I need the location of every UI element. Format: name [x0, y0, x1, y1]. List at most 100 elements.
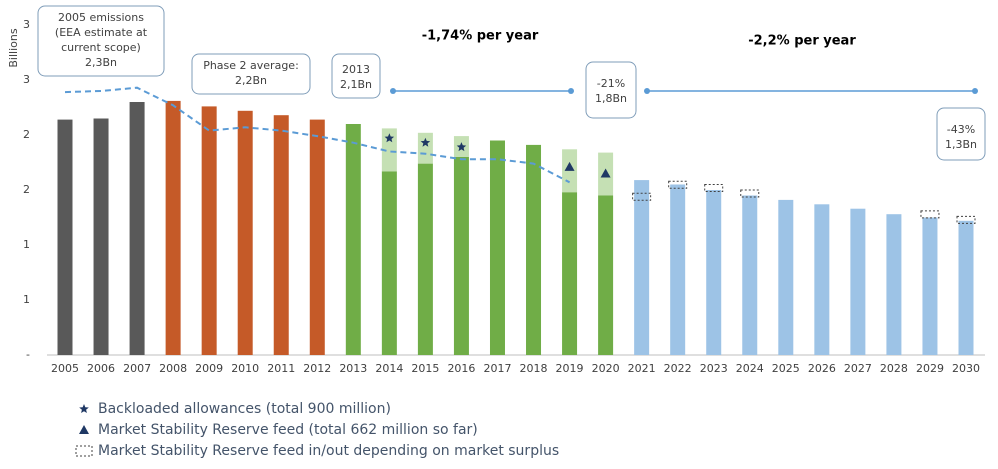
x-tick-label: 2027	[844, 362, 872, 375]
period-dot	[568, 88, 574, 94]
annotation-text: -43%	[947, 123, 975, 136]
bar	[778, 199, 794, 355]
callout-box	[37, 5, 165, 77]
star-marker	[384, 133, 395, 143]
x-tick-label: 2028	[880, 362, 908, 375]
legend-label: Market Stability Reserve feed (total 662…	[98, 422, 478, 438]
msr-dashed-box	[668, 180, 688, 189]
bar	[598, 195, 614, 355]
bar	[417, 163, 433, 355]
bar	[670, 184, 686, 355]
annotation-text: 1,8Bn	[595, 92, 627, 105]
star-marker	[420, 137, 431, 147]
bar	[634, 180, 650, 355]
x-tick-label: 2029	[916, 362, 944, 375]
period-dot	[390, 88, 396, 94]
x-tick-label: 2011	[267, 362, 295, 375]
bar	[237, 110, 253, 355]
annotation-text: 1,3Bn	[945, 138, 977, 151]
triangle-marker	[564, 161, 575, 171]
msr-dashed-box	[740, 189, 760, 198]
annotation-text: (EEA estimate at	[55, 26, 148, 39]
legend-symbol	[75, 445, 93, 457]
msr-dashed-box	[632, 192, 652, 201]
x-tick-label: 2017	[483, 362, 511, 375]
period-dot	[644, 88, 650, 94]
cap-trend-line	[64, 86, 571, 184]
x-tick-label: 2023	[700, 362, 728, 375]
x-tick-label: 2019	[556, 362, 584, 375]
x-tick-label: 2009	[195, 362, 223, 375]
stack-segment	[417, 132, 433, 164]
annotation-text: 2013	[342, 63, 370, 76]
x-tick-label: 2025	[772, 362, 800, 375]
star-marker	[456, 142, 467, 152]
annotation-text: 2,3Bn	[85, 56, 117, 69]
bar	[526, 144, 542, 355]
x-tick-label: 2005	[51, 362, 79, 375]
x-tick-label: 2018	[520, 362, 548, 375]
y-tick-label: 3	[23, 18, 30, 31]
annotation-text: 2,1Bn	[340, 78, 372, 91]
msr-dashed-box	[956, 215, 976, 224]
msr-dashed-box	[704, 184, 724, 192]
bar	[165, 100, 181, 356]
annotation-text: current scope)	[61, 41, 141, 54]
legend-symbol	[79, 425, 89, 434]
callout-box	[331, 53, 381, 99]
bar	[93, 118, 109, 355]
stack-segment	[381, 128, 397, 172]
x-tick-label: 2006	[87, 362, 115, 375]
y-tick-label: 1	[23, 238, 30, 251]
bar	[850, 208, 866, 355]
annotation-text: -2,2% per year	[748, 34, 856, 49]
callout-box	[936, 107, 986, 161]
x-tick-label: 2007	[123, 362, 151, 375]
annotation-text: 2005 emissions	[58, 11, 144, 24]
callout-box	[585, 61, 637, 119]
bar	[814, 204, 830, 355]
x-tick-label: 2012	[303, 362, 331, 375]
legend-label: Market Stability Reserve feed in/out dep…	[98, 443, 559, 459]
x-tick-label: 2014	[375, 362, 403, 375]
x-tick-label: 2022	[664, 362, 692, 375]
x-tick-label: 2010	[231, 362, 259, 375]
x-tick-label: 2024	[736, 362, 764, 375]
y-tick-label: 1	[23, 293, 30, 306]
bar	[562, 192, 578, 355]
y-tick-label: 2	[23, 128, 30, 141]
period-dot	[972, 88, 978, 94]
bar	[273, 115, 289, 355]
x-tick-label: 2008	[159, 362, 187, 375]
x-tick-label: 2013	[339, 362, 367, 375]
y-tick-label: 2	[23, 183, 30, 196]
annotation-text: -1,74% per year	[422, 29, 539, 44]
bar	[958, 220, 974, 355]
y-axis-label: Billions	[7, 28, 20, 67]
annotation-text: -21%	[597, 77, 625, 90]
bar	[742, 195, 758, 355]
x-tick-label: 2030	[952, 362, 980, 375]
annotation-text: Phase 2 average:	[203, 59, 299, 72]
x-tick-label: 2015	[411, 362, 439, 375]
x-tick-label: 2020	[592, 362, 620, 375]
bar	[706, 190, 722, 355]
bar	[345, 124, 361, 355]
bar	[489, 140, 505, 355]
bar	[381, 171, 397, 355]
x-tick-label: 2021	[628, 362, 656, 375]
msr-dashed-box	[920, 210, 940, 219]
bar	[886, 214, 902, 355]
bar	[309, 119, 325, 355]
bar	[453, 157, 469, 355]
legend-label: Backloaded allowances (total 900 million…	[98, 401, 391, 417]
annotation-text: 2,2Bn	[235, 74, 267, 87]
bar	[57, 119, 73, 355]
y-tick-label: -	[26, 348, 30, 361]
y-tick-label: 3	[23, 73, 30, 86]
bar	[922, 217, 938, 355]
callout-box	[191, 53, 311, 95]
bar	[201, 106, 217, 356]
bar	[129, 102, 145, 355]
